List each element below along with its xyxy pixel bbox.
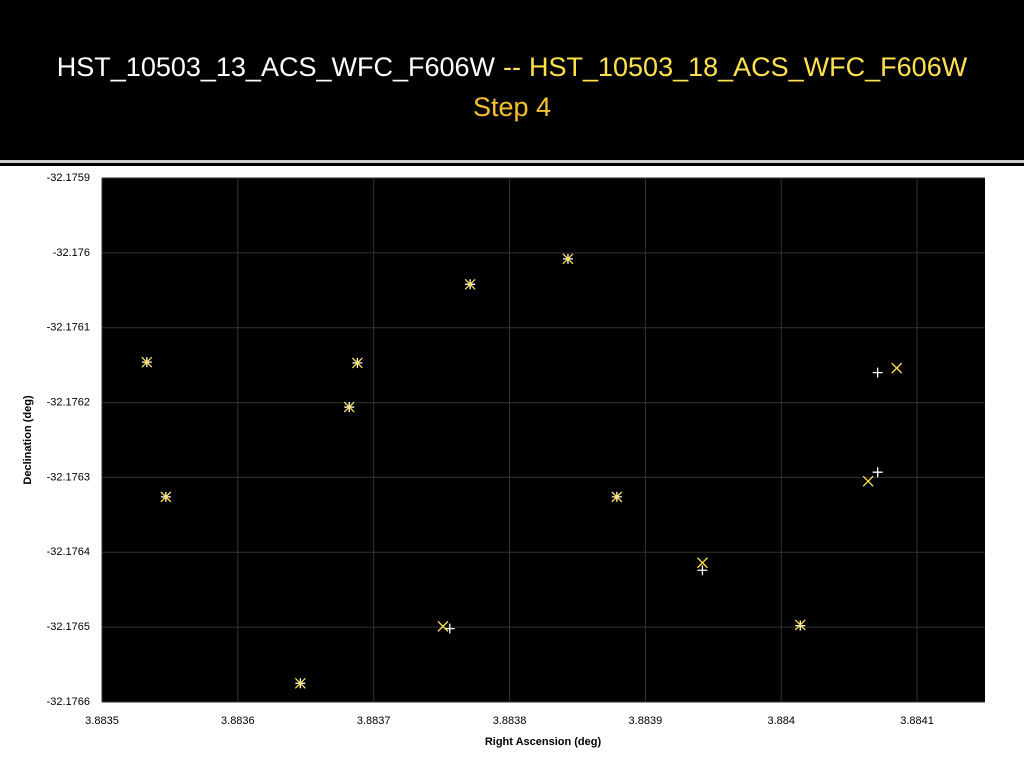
point: [464, 278, 476, 290]
y-tick-label: -32.1759: [47, 172, 90, 184]
x-tick-label: 3.884: [767, 715, 795, 727]
point: [611, 491, 623, 503]
point: [697, 565, 708, 576]
title-first: HST_10503_13_ACS_WFC_F606W: [56, 52, 495, 82]
x-tick-label: 3.8837: [357, 715, 391, 727]
y-tick-label: -32.1765: [47, 621, 90, 633]
header-rule: [0, 160, 1024, 163]
y-tick-label: -32.1764: [47, 546, 90, 558]
point: [294, 677, 306, 689]
point: [696, 557, 708, 569]
point: [444, 623, 455, 634]
x-tick-label: 3.8839: [629, 715, 663, 727]
point: [160, 491, 172, 503]
x-tick-label: 3.8838: [493, 715, 527, 727]
y-tick-label: -32.1762: [47, 396, 90, 408]
title-step: Step 4: [472, 92, 552, 122]
x-tick-label: 3.8841: [900, 715, 934, 727]
point: [343, 401, 355, 413]
plot-area: [102, 178, 985, 702]
point: [351, 357, 363, 369]
point: [562, 253, 574, 265]
y-tick-label: -32.176: [53, 247, 90, 259]
point: [141, 356, 153, 368]
x-tick-label: 3.8835: [85, 715, 119, 727]
title-separator: --: [503, 52, 521, 82]
slide-header: HST_10503_13_ACS_WFC_F606W -- HST_10503_18…: [0, 0, 1024, 160]
point: [872, 467, 883, 478]
point: [891, 362, 903, 374]
x-tick-label: 3.8836: [221, 715, 255, 727]
y-tick-label: -32.1766: [47, 696, 90, 708]
title-second: HST_10503_18_ACS_WFC_F606W: [528, 52, 968, 82]
title-line: HST_10503_13_ACS_WFC_F606W -- HST_10503_18…: [0, 52, 1024, 83]
point: [872, 367, 883, 378]
x-axis-label: Right Ascension (deg): [485, 736, 602, 748]
point: [862, 475, 874, 487]
y-axis-label: Declination (deg): [22, 395, 34, 485]
y-tick-label: -32.1763: [47, 471, 90, 483]
point: [794, 619, 806, 631]
y-tick-label: -32.1761: [47, 322, 90, 334]
point: [437, 620, 449, 632]
